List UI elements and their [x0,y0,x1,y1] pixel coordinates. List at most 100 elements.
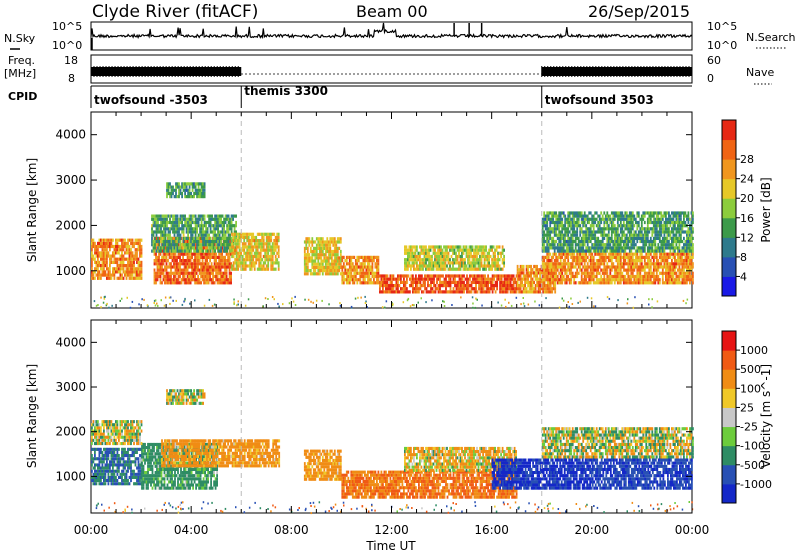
data-cell [558,214,561,218]
data-cell [595,246,598,250]
data-cell [601,278,604,282]
data-cell [246,248,249,252]
data-cell [547,268,550,272]
data-cell [591,255,594,259]
data-cell [383,274,386,278]
data-cell [335,249,338,254]
data-cell [121,260,123,264]
data-cell [539,290,541,294]
data-cell [364,259,366,263]
data-cell [403,274,405,278]
data-cell [595,224,598,228]
data-cell [616,265,619,269]
data-cell [382,284,384,288]
data-cell [522,271,525,275]
data-cell [153,249,156,253]
data-cell [519,268,522,272]
data-cell [494,264,496,268]
data-cell [505,290,507,294]
data-cell [219,265,222,269]
data-cell [217,236,219,240]
data-cell [348,281,351,285]
data-cell [613,278,616,282]
data-cell [645,265,648,269]
data-cell [598,271,601,275]
data-cell [357,271,360,275]
data-cell [246,235,249,240]
data-cell [657,259,660,263]
data-cell [582,259,585,263]
data-cell [345,262,348,266]
data-cell [631,252,634,256]
data-cell [113,273,116,277]
data-cell [537,277,540,281]
data-cell [459,264,462,268]
data-cell [418,290,420,294]
data-cell [598,230,601,234]
data-cell [127,241,129,245]
data-cell [561,220,564,225]
data-cell [321,269,324,273]
data-cell [649,268,652,272]
data-cell [618,252,621,256]
data-cell [330,256,333,260]
data-cell [589,236,592,240]
data-cell [194,243,196,247]
data-cell [447,267,450,271]
data-cell [450,248,453,252]
data-cell [195,281,198,285]
data-cell [276,235,279,240]
data-cell [165,259,168,263]
data-cell [100,267,102,271]
data-cell [221,230,224,234]
data-cell [195,271,198,275]
data-cell [449,267,451,271]
data-cell [519,280,522,284]
data-cell [604,278,607,282]
data-cell [190,220,192,225]
data-cell [401,287,404,291]
data-cell [543,268,546,272]
data-cell [491,258,493,262]
data-cell [159,271,162,275]
data-cell [154,246,156,250]
data-cell [505,280,507,284]
data-cell [188,227,191,231]
data-cell [478,280,480,284]
data-cell [356,265,359,269]
data-cell [227,243,230,247]
data-cell [130,267,132,271]
data-cell [326,272,329,276]
data-cell [571,239,574,244]
data-cell [615,271,618,275]
data-cell [652,268,655,272]
data-cell [237,242,239,246]
data-cell [323,243,326,247]
data-cell [616,230,619,234]
data-cell [136,254,138,258]
data-cell [219,281,222,285]
data-cell [586,281,589,285]
data-cell [265,254,268,259]
data-cell [308,237,311,241]
data-cell [492,258,495,262]
data-cell [669,281,672,285]
data-cell [568,230,571,234]
data-cell [546,233,549,237]
data-cell [577,255,580,259]
data-cell [511,277,513,281]
data-cell [333,253,336,257]
data-cell [476,274,479,278]
data-cell [580,227,583,231]
data-cell [540,277,543,281]
data-cell [468,245,471,249]
data-cell [128,244,131,249]
data-cell [555,265,558,269]
data-cell [613,255,616,259]
data-cell [165,281,168,285]
data-cell [556,220,559,225]
data-cell [164,239,167,244]
data-cell [228,255,231,259]
data-cell [244,258,247,262]
data-cell [223,220,225,225]
